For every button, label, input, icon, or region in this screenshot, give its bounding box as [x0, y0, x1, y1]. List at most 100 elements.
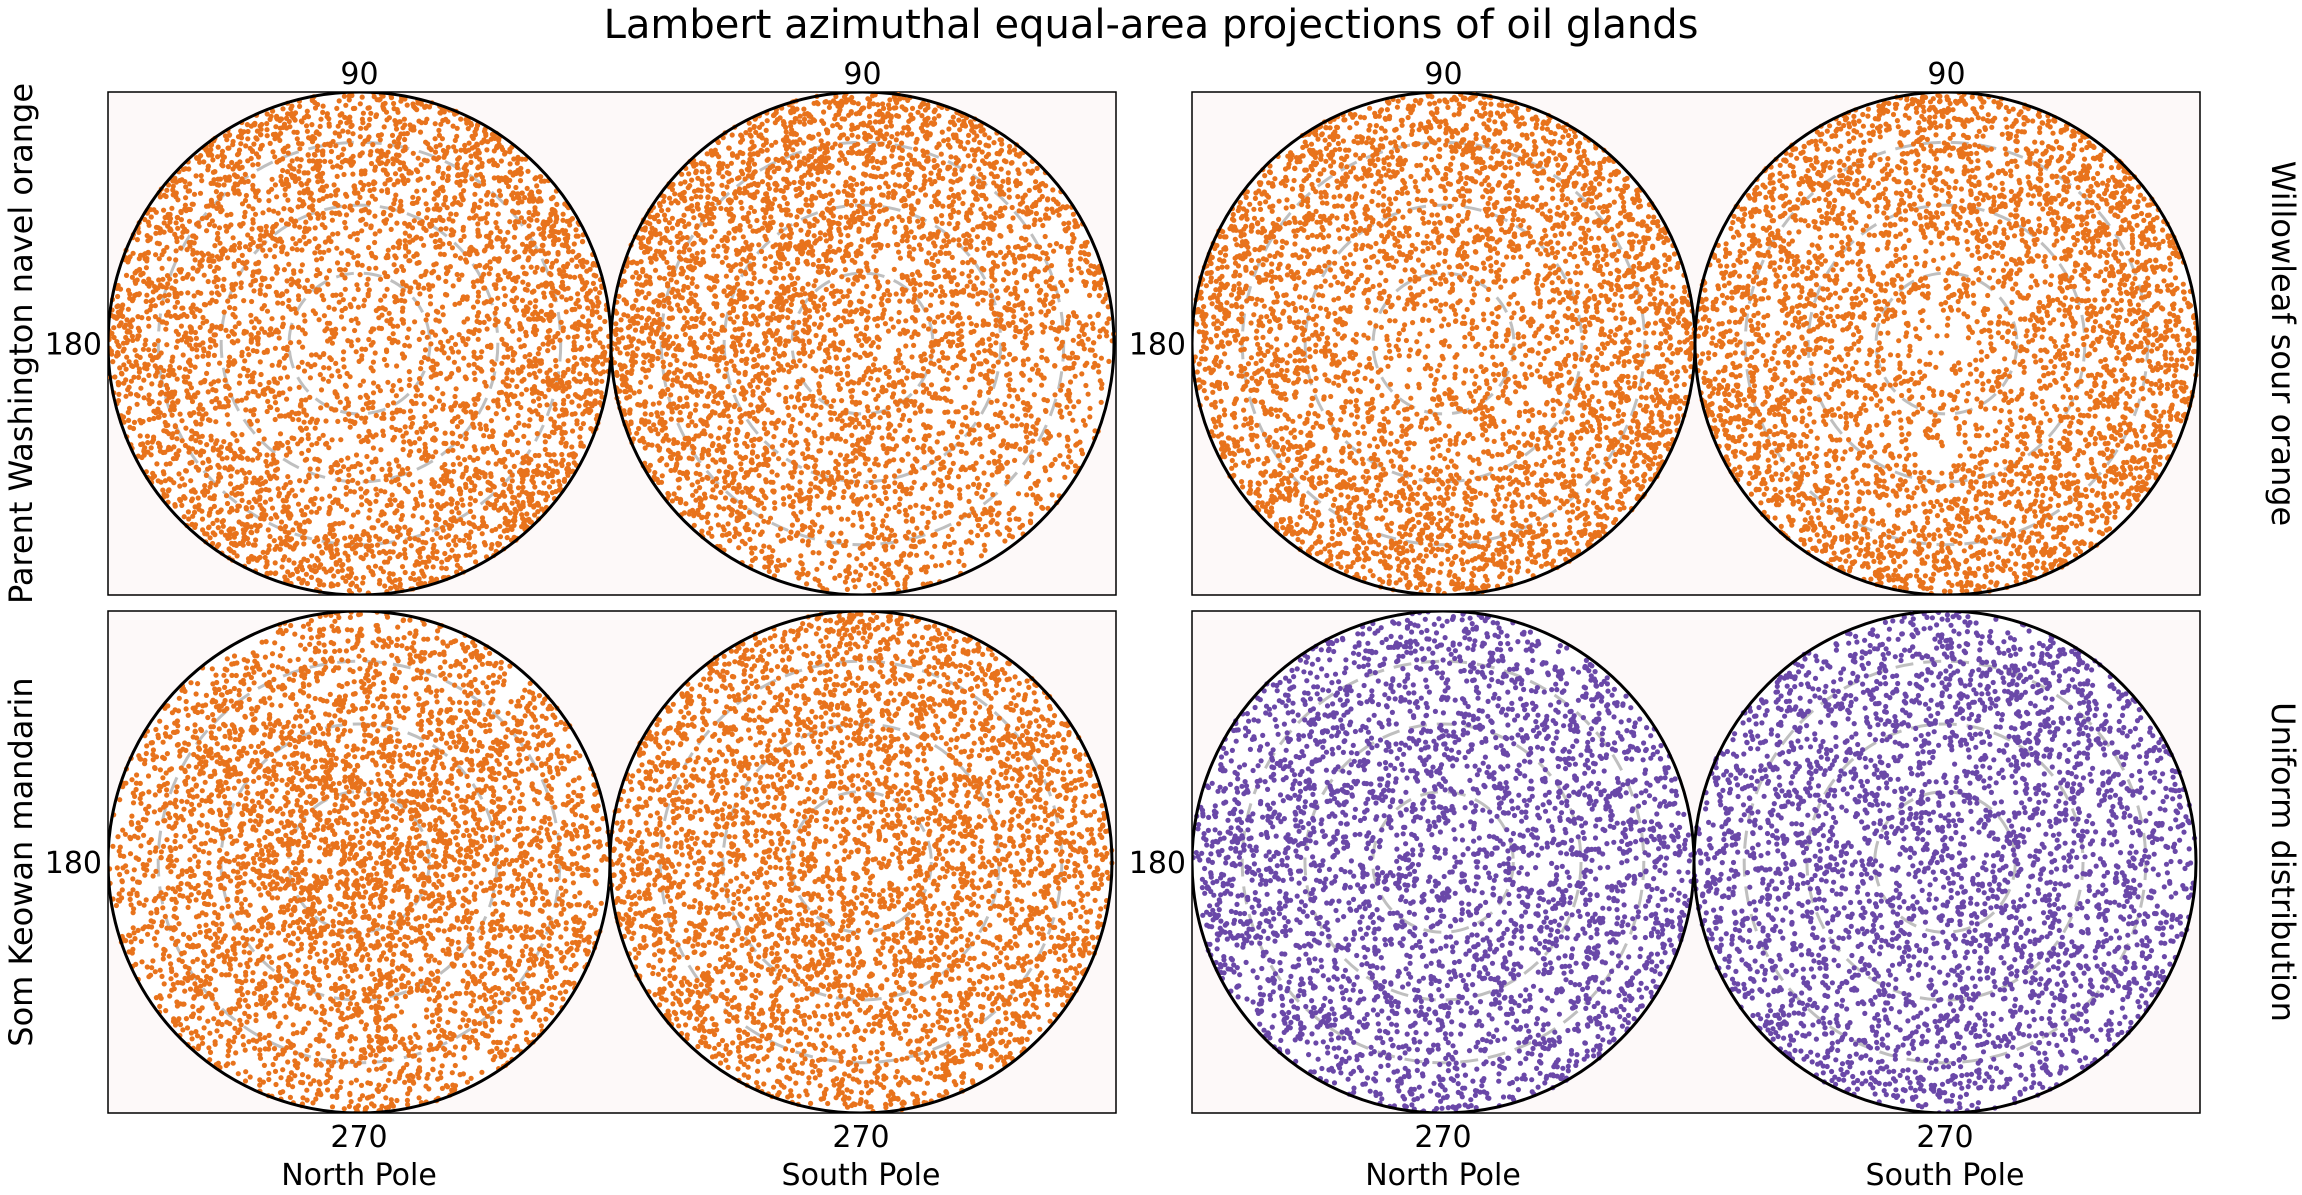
gland-point — [331, 485, 338, 491]
gland-point — [185, 290, 191, 296]
gland-point — [310, 158, 316, 164]
gland-point — [532, 452, 538, 459]
gland-point — [188, 329, 194, 335]
gland-point — [264, 121, 270, 127]
gland-point — [223, 383, 229, 389]
gland-point — [190, 251, 196, 257]
gland-point — [431, 435, 437, 441]
gland-point — [269, 176, 275, 182]
gland-point — [489, 528, 495, 534]
gland-point — [511, 156, 517, 162]
gland-point — [408, 575, 414, 582]
gland-point — [532, 331, 539, 338]
gland-point — [342, 219, 348, 226]
gland-point — [419, 455, 425, 461]
gland-point — [336, 477, 342, 483]
gland-point — [337, 211, 343, 217]
gland-point — [565, 366, 571, 372]
gland-point — [250, 457, 256, 463]
gland-point — [457, 461, 463, 467]
gland-point — [322, 328, 328, 334]
gland-point — [391, 294, 398, 300]
gland-point — [472, 498, 478, 504]
gland-point — [420, 502, 426, 508]
gland-point — [224, 368, 231, 374]
gland-point — [826, 355, 832, 361]
gland-point — [223, 223, 229, 229]
gland-point — [342, 275, 348, 281]
gland-point — [422, 445, 428, 451]
gland-point — [495, 295, 501, 301]
gland-point — [183, 468, 189, 474]
gland-point — [585, 336, 591, 342]
gland-point — [341, 364, 347, 370]
gland-point — [210, 157, 216, 163]
gland-point — [378, 565, 384, 571]
gland-point — [442, 550, 448, 557]
gland-point — [243, 143, 249, 149]
gland-point — [210, 203, 216, 209]
gland-point — [353, 452, 360, 458]
gland-point — [155, 406, 161, 412]
gland-point — [194, 250, 200, 256]
gland-point — [303, 504, 309, 510]
gland-point — [166, 431, 172, 437]
gland-point — [455, 156, 461, 162]
gland-point — [259, 326, 265, 332]
gland-point — [425, 282, 432, 288]
gland-point — [449, 497, 455, 503]
gland-point — [479, 515, 486, 521]
gland-point — [502, 515, 508, 521]
gland-point — [205, 350, 212, 356]
gland-point — [505, 346, 511, 352]
gland-point — [388, 585, 394, 591]
gland-point — [298, 268, 304, 274]
gland-point — [366, 515, 372, 521]
gland-point — [424, 519, 430, 525]
gland-point — [424, 527, 430, 533]
gland-point — [362, 346, 369, 352]
gland-point — [431, 484, 437, 490]
gland-point — [427, 301, 434, 307]
gland-point — [366, 181, 372, 187]
gland-point — [247, 418, 253, 424]
gland-point — [290, 416, 296, 422]
gland-point — [434, 531, 440, 537]
gland-point — [296, 168, 302, 174]
gland-point — [541, 480, 547, 486]
gland-point — [485, 211, 491, 217]
gland-point — [189, 434, 195, 440]
gland-point — [334, 245, 340, 251]
gland-point — [390, 244, 396, 250]
gland-point — [434, 202, 440, 208]
gland-point — [573, 227, 579, 233]
gland-point — [493, 411, 499, 417]
gland-point — [412, 279, 418, 285]
gland-point — [266, 547, 272, 553]
gland-point — [588, 426, 594, 432]
gland-point — [370, 142, 376, 148]
gland-point — [520, 502, 526, 508]
gland-point — [207, 263, 213, 269]
gland-point — [236, 191, 242, 197]
gland-point — [473, 172, 480, 178]
gland-point — [249, 319, 255, 325]
gland-point — [542, 446, 548, 453]
gland-point — [289, 487, 295, 493]
gland-point — [570, 369, 576, 375]
gland-point — [402, 238, 408, 244]
gland-point — [404, 102, 410, 108]
gland-point — [121, 362, 127, 368]
gland-point — [560, 457, 566, 463]
gland-point — [164, 385, 171, 392]
gland-point — [326, 378, 332, 384]
gland-point — [389, 416, 395, 422]
gland-point — [457, 403, 463, 409]
gland-point — [376, 315, 382, 321]
gland-point — [550, 479, 556, 485]
gland-point — [375, 518, 381, 524]
gland-point — [154, 369, 160, 375]
gland-point — [594, 354, 600, 360]
gland-point — [556, 229, 562, 235]
gland-point — [461, 355, 467, 361]
